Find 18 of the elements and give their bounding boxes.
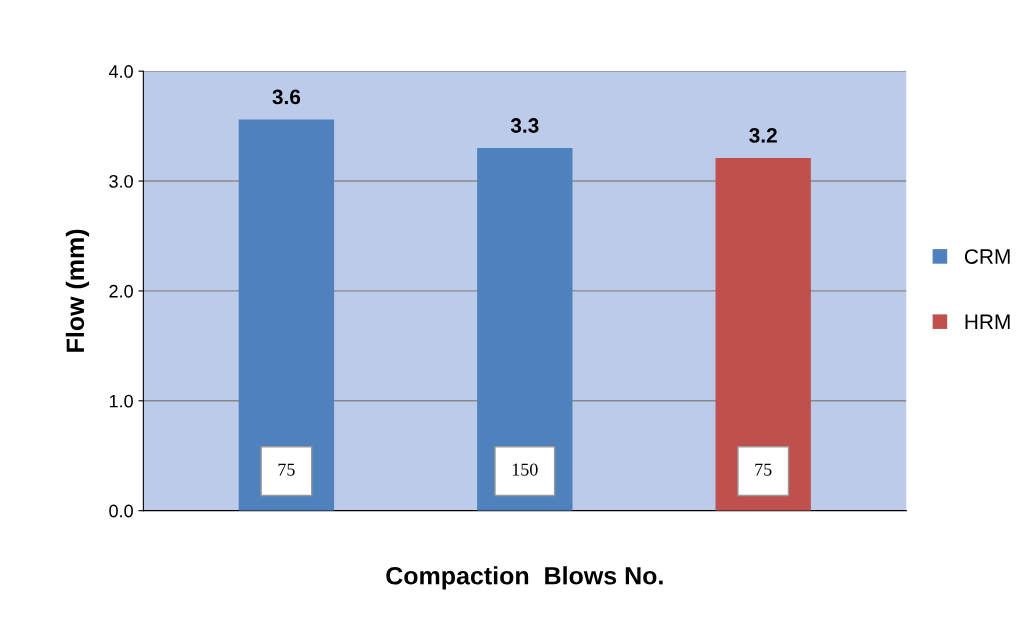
legend-label: HRM bbox=[965, 314, 1010, 329]
y-axis-title: Flow (mm) bbox=[65, 229, 90, 352]
bar bbox=[477, 148, 573, 511]
y-tick-label: 0.0 bbox=[109, 504, 133, 518]
y-tick-label: 2.0 bbox=[109, 284, 133, 298]
x-tick-label: 150 bbox=[512, 463, 538, 476]
bar bbox=[715, 157, 811, 511]
data-label: 3.3 bbox=[510, 118, 539, 133]
bar bbox=[238, 119, 335, 511]
x-tick-label: 75 bbox=[278, 463, 295, 476]
y-tick-label: 4.0 bbox=[108, 65, 133, 78]
data-label: 3.6 bbox=[272, 89, 301, 105]
y-tick-label: 3.0 bbox=[109, 174, 133, 188]
x-axis-title: Compaction Blows No. bbox=[386, 566, 663, 590]
y-tick-label: 1.0 bbox=[109, 394, 133, 408]
legend-label: CRM bbox=[964, 249, 1010, 264]
data-label: 3.2 bbox=[749, 128, 777, 143]
x-tick-label: 75 bbox=[755, 463, 772, 476]
